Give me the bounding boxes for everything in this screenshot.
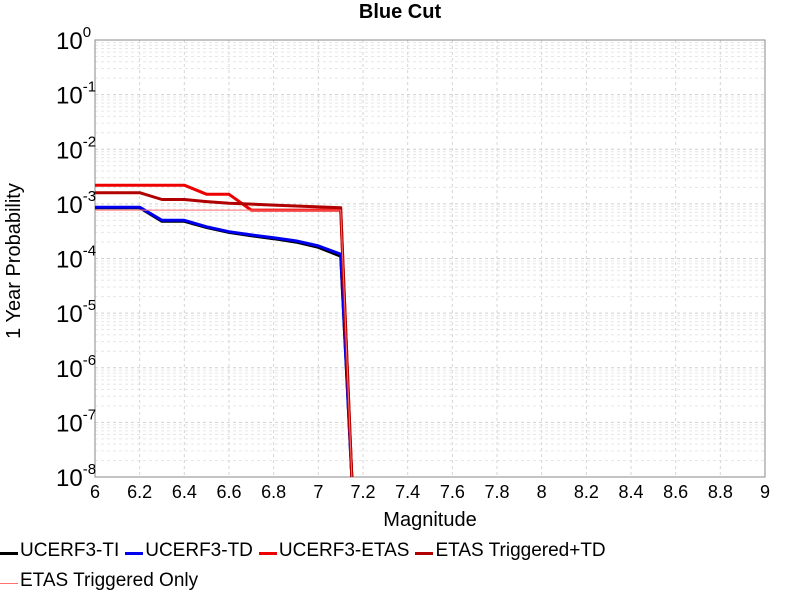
x-tick-label: 8 — [537, 482, 547, 502]
legend-label: UCERF3-TI — [20, 540, 120, 561]
legend-swatch — [415, 552, 434, 555]
x-tick-label: 9 — [760, 482, 770, 502]
y-tick-label: 10-2 — [56, 133, 96, 164]
legend-label: ETAS Triggered Only — [20, 570, 199, 591]
x-axis-ticks: 6 6.2 6.4 6.6 6.8 7 7.2 7.4 7.6 7.8 8 8.2 8.4 8.6 8.8 9 — [90, 482, 770, 502]
y-tick-label: 10-5 — [56, 297, 96, 328]
legend-swatch — [125, 552, 144, 555]
legend-item: UCERF3-ETAS — [258, 540, 410, 562]
legend-label: UCERF3-ETAS — [278, 540, 410, 561]
y-tick-exponent: -5 — [83, 297, 96, 314]
x-tick-label: 7.8 — [484, 482, 509, 502]
y-tick-exponent: -7 — [83, 406, 96, 423]
x-tick-label: 8.4 — [618, 482, 643, 502]
chart-title: Blue Cut — [359, 1, 442, 23]
legend: UCERF3-TI UCERF3-TD UCERF3-ETAS ETAS Trigge… — [0, 536, 800, 596]
legend-item: UCERF3-TD — [125, 540, 253, 562]
series-line-ucerf3-ti — [95, 206, 354, 478]
grid — [94, 39, 766, 478]
x-tick-label: 6.4 — [172, 482, 197, 502]
y-tick-base: 10 — [56, 83, 83, 110]
y-tick-base: 10 — [56, 301, 83, 328]
x-tick-label: 8.2 — [574, 482, 599, 502]
y-tick-exponent: -3 — [83, 188, 96, 205]
y-tick-label: 10-3 — [56, 188, 96, 219]
y-tick-base: 10 — [56, 28, 83, 55]
y-tick-exponent: -6 — [83, 352, 96, 369]
x-tick-label: 7.2 — [350, 482, 375, 502]
series-lines — [95, 183, 354, 478]
legend-item: UCERF3-TI — [0, 540, 119, 562]
y-tick-label: 100 — [56, 24, 91, 55]
y-axis-label: 1 Year Probability — [3, 183, 25, 339]
legend-label: ETAS Triggered+TD — [435, 540, 606, 561]
y-tick-exponent: -2 — [83, 133, 96, 150]
legend-swatch — [0, 552, 18, 555]
y-tick-base: 10 — [56, 137, 83, 164]
x-tick-label: 7.4 — [395, 482, 420, 502]
series-line-ucerf3-td — [95, 205, 354, 478]
x-tick-label: 6.6 — [216, 482, 241, 502]
y-tick-label: 10-4 — [56, 243, 96, 274]
y-tick-label: 10-8 — [56, 461, 96, 492]
x-tick-label: 6 — [90, 482, 100, 502]
x-tick-label: 6.8 — [261, 482, 286, 502]
legend-row: ETAS Triggered Only — [0, 566, 800, 596]
plot-area-border — [94, 39, 766, 478]
legend-label: UCERF3-TD — [145, 540, 253, 561]
x-tick-label: 8.6 — [663, 482, 688, 502]
y-tick-label: 10-6 — [56, 352, 96, 383]
y-tick-base: 10 — [56, 465, 83, 492]
y-tick-exponent: -8 — [83, 461, 96, 478]
y-tick-exponent: -4 — [83, 243, 96, 260]
x-axis-label: Magnitude — [383, 509, 476, 531]
y-tick-base: 10 — [56, 192, 83, 219]
x-tick-label: 7 — [313, 482, 323, 502]
legend-swatch — [0, 583, 18, 584]
y-tick-label: 10-7 — [56, 406, 96, 437]
series-line-etas-triggered-only — [95, 209, 353, 478]
y-tick-base: 10 — [56, 410, 83, 437]
legend-row: UCERF3-TI UCERF3-TD UCERF3-ETAS ETAS Trigge… — [0, 536, 800, 566]
series-line-etas-triggered-td — [95, 191, 354, 478]
y-tick-exponent: -1 — [83, 79, 96, 96]
y-tick-base: 10 — [56, 356, 83, 383]
x-tick-label: 8.8 — [708, 482, 733, 502]
x-tick-label: 7.6 — [440, 482, 465, 502]
legend-swatch — [258, 552, 277, 555]
legend-item: ETAS Triggered+TD — [415, 540, 606, 562]
y-tick-base: 10 — [56, 247, 83, 274]
y-tick-label: 10-1 — [56, 79, 96, 110]
x-tick-label: 6.2 — [127, 482, 152, 502]
y-tick-exponent: 0 — [83, 24, 91, 41]
legend-item: ETAS Triggered Only — [0, 570, 198, 592]
